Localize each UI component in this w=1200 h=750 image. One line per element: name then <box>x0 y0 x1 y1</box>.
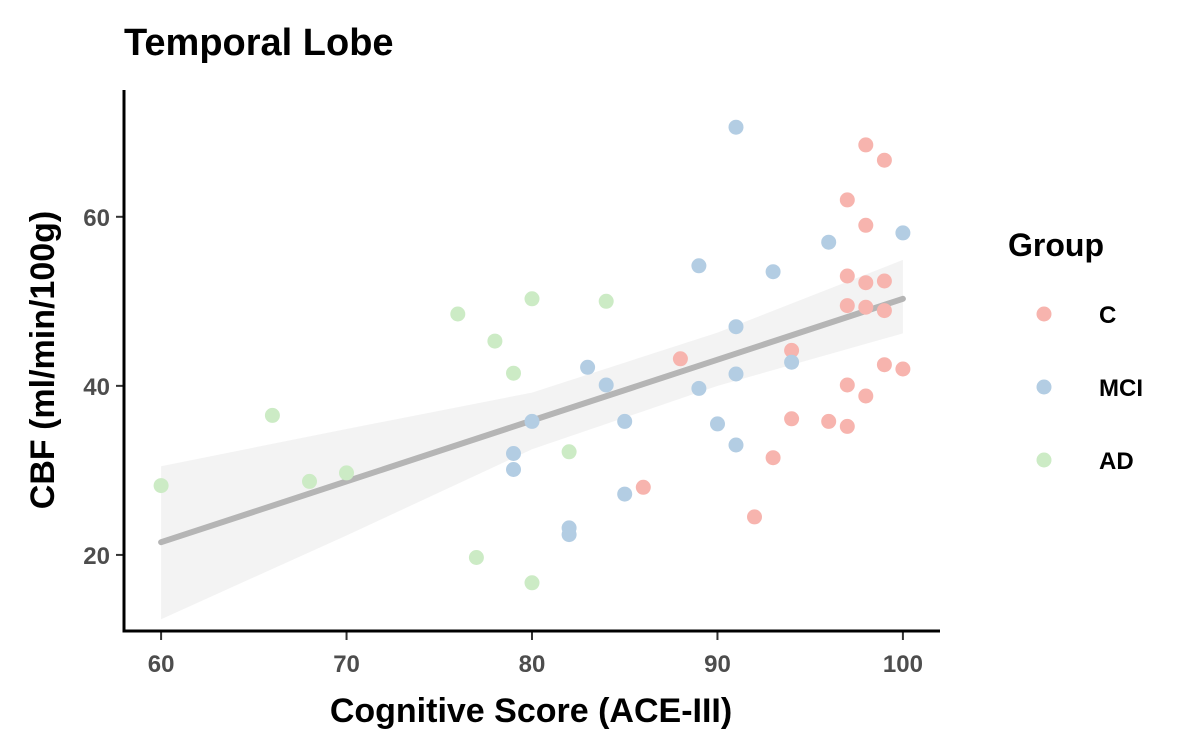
legend-label-ad: AD <box>1099 448 1134 475</box>
data-point-mci <box>728 119 744 135</box>
data-point-c <box>858 275 874 291</box>
data-point-ad <box>153 478 169 494</box>
data-point-c <box>747 509 762 525</box>
x-tick-label: 80 <box>519 651 546 678</box>
data-points-layer <box>153 119 911 591</box>
legend-title: Group <box>1008 227 1104 263</box>
y-axis-ticks: 20 40 60 <box>83 205 123 570</box>
data-point-mci <box>710 416 725 432</box>
data-point-c <box>876 357 892 373</box>
data-point-mci <box>524 413 540 429</box>
x-tick-label: 70 <box>333 651 360 678</box>
data-point-c <box>672 351 688 367</box>
legend-key-mci <box>1036 379 1052 395</box>
data-point-mci <box>506 446 521 461</box>
data-point-mci <box>728 366 744 382</box>
legend-key-c <box>1036 306 1052 322</box>
data-point-c <box>858 388 874 404</box>
data-point-c <box>858 299 874 315</box>
y-axis-title: CBF (ml/min/100g) <box>24 211 62 509</box>
data-point-mci <box>617 486 633 502</box>
data-point-mci <box>821 234 837 250</box>
data-point-ad <box>468 550 484 565</box>
data-point-mci <box>691 258 707 274</box>
legend-key-ad <box>1036 452 1052 468</box>
data-point-c <box>876 303 892 319</box>
confidence-band-layer <box>161 259 903 620</box>
data-point-c <box>839 192 855 208</box>
data-point-c <box>858 137 874 153</box>
data-point-mci <box>691 380 707 396</box>
legend-label-mci: MCI <box>1099 375 1143 402</box>
data-point-mci <box>580 359 596 375</box>
data-point-c <box>839 377 855 393</box>
data-point-mci <box>728 437 744 453</box>
data-point-ad <box>524 575 540 591</box>
data-point-c <box>784 342 800 358</box>
data-point-mci <box>784 354 800 370</box>
chart-title: Temporal Lobe <box>124 22 394 64</box>
data-point-mci <box>765 264 781 280</box>
y-tick-label: 40 <box>83 374 110 401</box>
legend: Group C MCI AD <box>1008 227 1143 475</box>
data-point-mci <box>895 225 911 241</box>
data-point-ad <box>598 293 614 309</box>
data-point-c <box>876 152 892 168</box>
data-point-mci <box>561 527 577 543</box>
x-axis-title: Cognitive Score (ACE-III) <box>330 692 732 730</box>
data-point-c <box>839 268 855 284</box>
data-point-c <box>784 411 800 427</box>
data-point-mci <box>598 377 614 393</box>
data-point-ad <box>450 306 466 322</box>
data-point-c <box>821 413 837 429</box>
data-point-mci <box>617 413 633 429</box>
data-point-ad <box>339 465 354 481</box>
data-point-c <box>858 217 874 233</box>
data-point-c <box>839 298 855 314</box>
x-tick-label: 90 <box>704 651 731 678</box>
data-point-c <box>839 418 855 434</box>
y-tick-label: 20 <box>83 543 110 570</box>
y-tick-label: 60 <box>83 205 110 232</box>
confidence-band <box>161 259 903 620</box>
data-point-ad <box>524 291 540 307</box>
data-point-ad <box>302 473 317 489</box>
data-point-c <box>895 361 911 377</box>
data-point-mci <box>728 319 744 335</box>
data-point-ad <box>561 444 577 460</box>
x-tick-label: 100 <box>883 651 923 678</box>
x-axis-ticks: 60 70 80 90 100 <box>148 632 923 678</box>
data-point-ad <box>264 407 280 423</box>
data-point-ad <box>487 333 503 349</box>
data-point-c <box>876 273 892 289</box>
legend-label-c: C <box>1099 302 1116 329</box>
data-point-ad <box>506 365 521 381</box>
data-point-c <box>635 479 651 495</box>
x-tick-label: 60 <box>148 651 175 678</box>
data-point-c <box>765 450 781 466</box>
data-point-mci <box>506 462 521 477</box>
